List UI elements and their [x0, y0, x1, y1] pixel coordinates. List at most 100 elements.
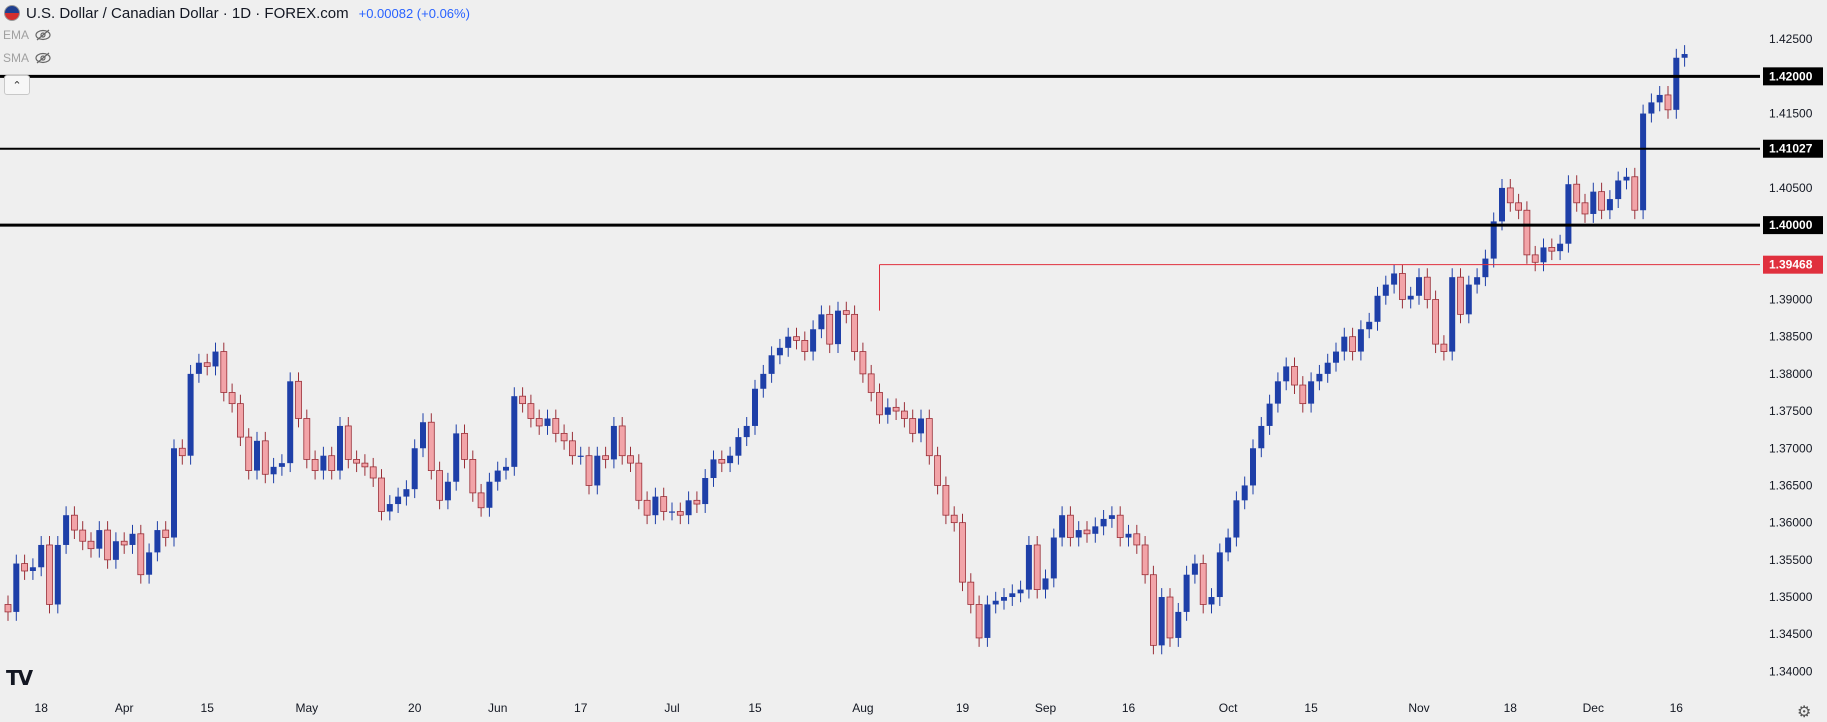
candle[interactable] — [38, 536, 45, 577]
candle[interactable] — [1274, 372, 1281, 413]
price-axis[interactable]: 1.34000 1.34500 1.35000 1.35500 1.36000 1.365… — [1760, 0, 1827, 721]
candle[interactable] — [752, 379, 758, 435]
candle[interactable] — [1573, 175, 1581, 212]
candle[interactable] — [984, 595, 991, 647]
candle[interactable] — [1042, 569, 1049, 599]
candle[interactable] — [1100, 509, 1107, 536]
candle[interactable] — [1664, 86, 1672, 119]
candle[interactable] — [892, 398, 900, 420]
candle[interactable] — [1225, 528, 1232, 562]
candle[interactable] — [1615, 171, 1622, 209]
candle[interactable] — [444, 472, 451, 510]
candle[interactable] — [1523, 201, 1531, 264]
candle[interactable] — [1233, 491, 1240, 547]
candle[interactable] — [1366, 312, 1373, 339]
candle[interactable] — [569, 431, 576, 465]
candle[interactable] — [1432, 290, 1439, 354]
candle[interactable] — [254, 431, 260, 480]
candle[interactable] — [1531, 245, 1539, 272]
candle[interactable] — [1001, 588, 1007, 610]
candle[interactable] — [710, 450, 717, 487]
candle[interactable] — [876, 383, 883, 424]
candle[interactable] — [793, 327, 800, 350]
candle[interactable] — [826, 305, 834, 354]
candle[interactable] — [950, 506, 958, 532]
candle[interactable] — [693, 491, 701, 513]
candle[interactable] — [146, 543, 153, 584]
candle[interactable] — [1416, 268, 1422, 305]
candle[interactable] — [1548, 238, 1556, 261]
candle[interactable] — [171, 439, 177, 547]
candle[interactable] — [427, 413, 435, 480]
candle[interactable] — [453, 424, 460, 491]
candle[interactable] — [1399, 264, 1406, 309]
candle[interactable] — [544, 409, 551, 435]
symbol-title[interactable]: U.S. Dollar / Canadian Dollar · 1D · FOR… — [26, 4, 349, 22]
candle[interactable] — [1092, 517, 1099, 543]
candle[interactable] — [303, 409, 311, 469]
candle[interactable] — [63, 506, 70, 554]
candle[interactable] — [270, 457, 277, 484]
candle[interactable] — [1108, 506, 1115, 528]
candle[interactable] — [4, 595, 12, 621]
candle[interactable] — [1283, 357, 1290, 391]
candle[interactable] — [13, 554, 20, 621]
candle[interactable] — [727, 446, 734, 473]
candle[interactable] — [1133, 524, 1141, 554]
candle[interactable] — [71, 506, 78, 540]
candle[interactable] — [46, 536, 53, 614]
candle[interactable] — [585, 446, 593, 495]
collapse-legend-button[interactable]: ⌃ — [4, 75, 30, 95]
candle[interactable] — [1067, 506, 1074, 547]
candle[interactable] — [1357, 320, 1364, 361]
candle[interactable] — [627, 446, 634, 473]
candle[interactable] — [1308, 372, 1315, 413]
candle[interactable] — [992, 591, 999, 614]
candle[interactable] — [959, 513, 966, 592]
candle[interactable] — [1490, 212, 1497, 268]
candle[interactable] — [320, 446, 327, 480]
candle[interactable] — [643, 491, 651, 525]
candle[interactable] — [1557, 234, 1564, 261]
candle[interactable] — [1324, 353, 1331, 383]
candle[interactable] — [1175, 602, 1182, 647]
candle[interactable] — [436, 461, 444, 510]
candle[interactable] — [1482, 249, 1489, 287]
candle[interactable] — [884, 398, 891, 424]
candle[interactable] — [1299, 376, 1307, 413]
candle[interactable] — [1158, 588, 1165, 655]
candle[interactable] — [909, 409, 917, 443]
candle[interactable] — [810, 320, 817, 361]
candle[interactable] — [1009, 584, 1016, 606]
candle[interactable] — [112, 532, 119, 569]
indicator-sma[interactable]: SMA — [3, 51, 51, 65]
candle[interactable] — [1059, 506, 1066, 547]
candle[interactable] — [975, 595, 983, 647]
candle[interactable] — [669, 502, 675, 521]
candle[interactable] — [203, 353, 211, 376]
candle[interactable] — [1515, 193, 1522, 220]
indicator-ema[interactable]: EMA — [3, 28, 51, 42]
candle[interactable] — [154, 521, 161, 562]
candle[interactable] — [1623, 167, 1630, 190]
candle[interactable] — [934, 446, 941, 495]
candle[interactable] — [835, 301, 841, 354]
candle[interactable] — [261, 431, 269, 484]
candle[interactable] — [1499, 178, 1505, 231]
candle[interactable] — [1316, 364, 1323, 391]
candle[interactable] — [1391, 264, 1398, 294]
candle[interactable] — [1640, 104, 1647, 220]
candle[interactable] — [1116, 506, 1124, 547]
candle[interactable] — [361, 454, 369, 476]
candle[interactable] — [1349, 327, 1356, 361]
candle[interactable] — [461, 424, 468, 469]
candle[interactable] — [1407, 286, 1414, 309]
candle[interactable] — [1208, 588, 1215, 614]
candle[interactable] — [287, 372, 294, 473]
candle[interactable] — [328, 446, 336, 480]
candle[interactable] — [1540, 238, 1547, 272]
candle[interactable] — [1606, 190, 1613, 220]
candle[interactable] — [337, 417, 343, 480]
candle[interactable] — [1083, 521, 1091, 543]
eye-hidden-icon[interactable] — [35, 52, 51, 64]
